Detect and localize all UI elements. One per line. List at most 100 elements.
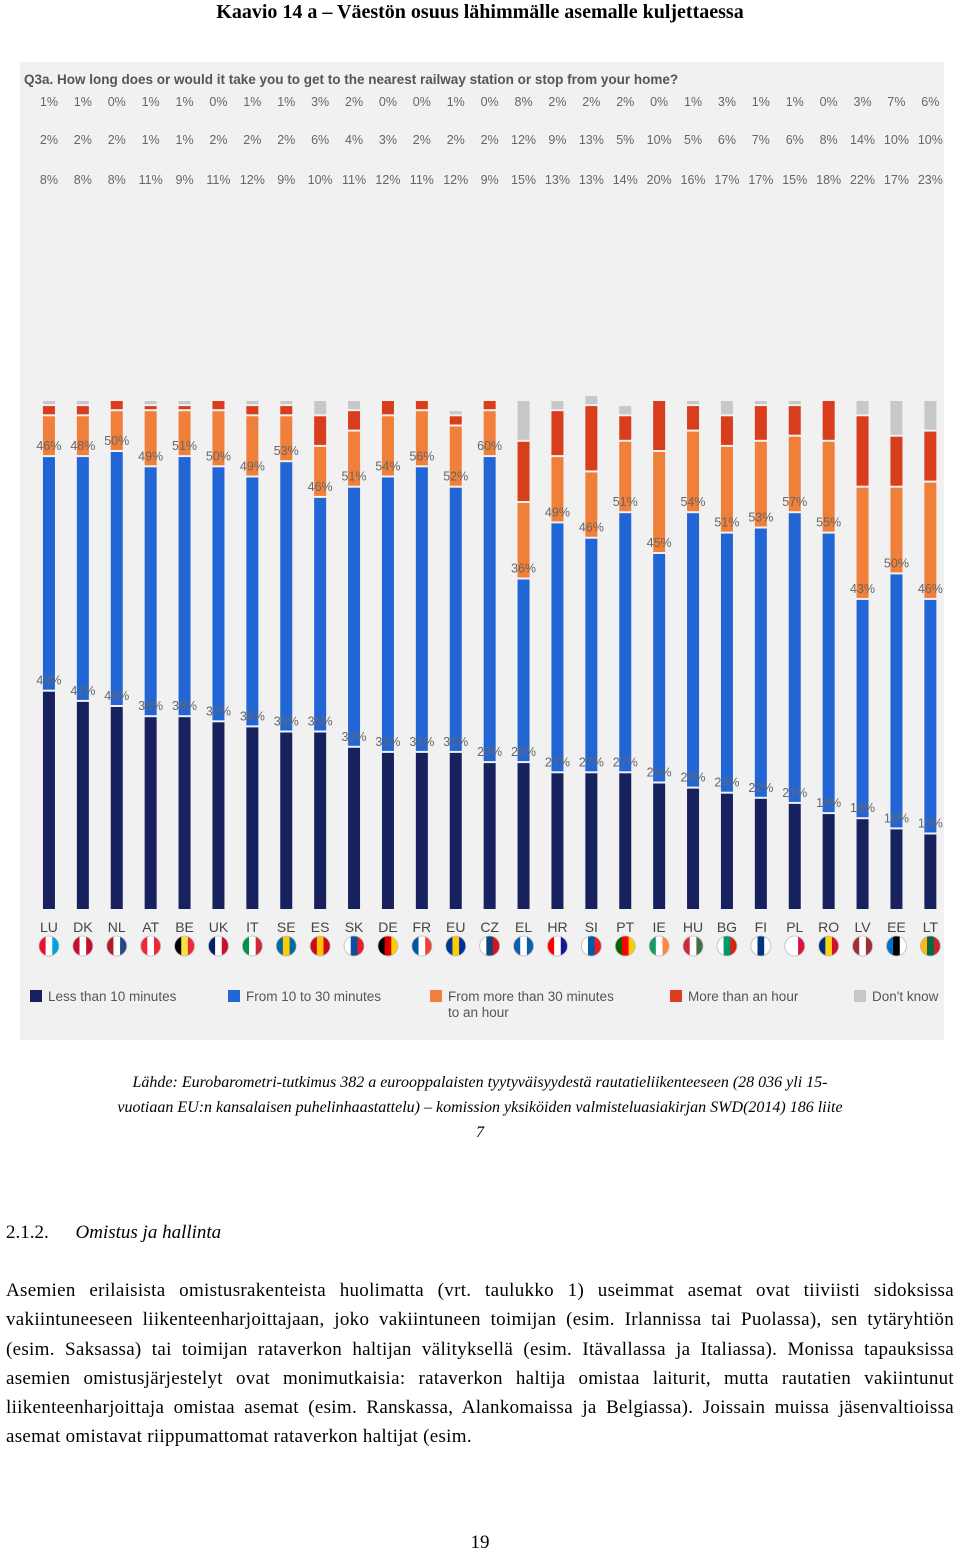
label-fr-series-4: 2% [413,133,431,147]
tick-label-dk: DK [73,919,93,935]
flag-stripe [445,936,453,956]
flag-stripe [920,936,928,956]
bar-sk-series-2 [348,487,361,746]
bar-hu-series-5 [687,401,700,405]
label-ro-series-3: 18% [816,173,841,187]
flag-ring-hr [547,935,568,957]
label-eu-series-5: 1% [447,95,465,109]
tick-label-pt: PT [616,919,634,935]
flag-dk [72,936,93,956]
bar-at-series-2 [144,467,157,716]
flag-ring-at [140,935,162,957]
flag-stripe [818,936,826,956]
tick-label-be: BE [175,919,194,935]
label-hr-series-2: 49% [545,505,570,519]
bar-at-series-1 [144,717,157,909]
label-lv-series-1: 18% [850,801,875,815]
flag-pt [615,936,636,956]
label-de-series-1: 31% [375,735,400,749]
flag-stripe [825,936,833,956]
flag-ring-cz [479,935,501,957]
bar-de-series-3 [381,416,394,476]
bar-it-series-5 [246,401,259,405]
label-nl-series-3: 8% [108,173,126,187]
bar-fi-series-5 [754,401,767,405]
bar-cz-series-2 [483,457,496,762]
bar-it-series-2 [246,477,259,726]
flag-stripe [594,936,602,956]
bar-es-series-3 [314,446,327,496]
flag-ring-lt [919,935,941,957]
flag-stripe [140,936,148,956]
flag-ring-hu [682,935,704,957]
flag-stripe [255,936,263,956]
flag-stripe [560,936,568,956]
label-hu-series-5: 1% [684,95,702,109]
flag-ring-ee [886,935,907,957]
flag-stripe [208,936,216,956]
flag-ring-pt [614,935,636,957]
flag-stripe [526,936,534,956]
flag-stripe [621,936,630,956]
tick-label-de: DE [378,919,397,935]
flag-stripe [757,936,765,956]
flag-stripe [798,936,805,956]
tick-label-lu: LU [40,919,58,935]
bar-pl-series-2 [788,513,801,802]
flag-stripe [852,936,860,956]
flag-ring-it [241,935,263,957]
bar-pl-series-4 [788,406,801,435]
flag-ring-ro [818,935,840,957]
flag-stripe [784,936,792,956]
label-ee-series-2: 50% [884,556,909,570]
body-paragraph: Asemien erilaisista omistusrakenteista h… [6,1280,954,1448]
flag-stripe [683,936,691,956]
bar-eu-series-1 [449,752,462,909]
label-eu-series-2: 52% [443,470,468,484]
bar-pt-series-5 [619,406,632,415]
label-de-series-2: 54% [375,460,400,474]
label-ie-series-1: 25% [647,766,672,780]
bar-lt-series-1 [924,834,937,909]
flag-stripe [723,936,731,956]
flag-ro [818,936,839,956]
label-fi-series-2: 53% [748,511,773,525]
label-sk-series-5: 2% [345,95,363,109]
legend-label-4: More than an hour [688,989,799,1004]
label-be-series-1: 38% [172,699,197,713]
flag-lt [920,936,941,956]
label-fi-series-3: 17% [748,173,773,187]
bar-hr-series-1 [551,773,564,909]
flag-ring-el [513,935,534,957]
label-lt-series-3: 23% [918,173,943,187]
bar-bg-series-4 [720,416,733,445]
label-uk-series-3: 11% [206,173,230,187]
bar-be-series-5 [178,401,191,405]
flag-lu [38,936,59,956]
label-bg-series-5: 3% [718,95,736,109]
bar-cz-series-3 [483,411,496,456]
bar-lt-series-2 [924,599,937,833]
bar-be-series-3 [178,411,191,456]
bar-bg-series-2 [720,533,733,792]
label-bg-series-3: 17% [714,173,739,187]
bar-nl-series-2 [110,452,123,705]
label-lu-series-5: 1% [40,95,58,109]
bar-pl-series-1 [788,803,801,909]
label-lu-series-2: 46% [36,439,61,453]
label-se-series-2: 53% [274,444,299,458]
tick-label-fi: FI [755,919,767,935]
flag-stripe [242,936,250,956]
flag-bg [716,936,737,956]
bar-nl-series-4 [110,401,123,410]
bar-lv-series-1 [856,819,869,909]
bar-ro-series-2 [822,533,835,813]
flag-hr [547,936,568,956]
bar-fi-series-4 [754,406,767,440]
bar-es-series-1 [314,732,327,909]
label-pt-series-3: 14% [613,173,638,187]
bar-lv-series-4 [856,416,869,486]
flag-ring-fr [411,935,433,957]
bar-lv-series-2 [856,599,869,818]
flag-stripe [865,936,873,956]
